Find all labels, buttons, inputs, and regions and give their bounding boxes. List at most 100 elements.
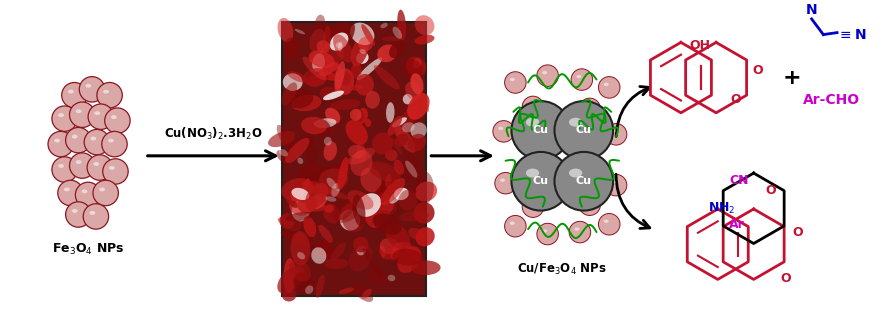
Ellipse shape: [75, 160, 82, 164]
Ellipse shape: [410, 73, 423, 95]
Ellipse shape: [324, 205, 333, 213]
Ellipse shape: [509, 78, 514, 81]
Ellipse shape: [381, 242, 411, 260]
Ellipse shape: [385, 223, 410, 250]
Ellipse shape: [391, 242, 402, 260]
Circle shape: [69, 102, 95, 128]
Ellipse shape: [584, 104, 588, 108]
Ellipse shape: [85, 84, 91, 88]
Ellipse shape: [371, 210, 390, 225]
Circle shape: [52, 106, 77, 131]
Ellipse shape: [330, 99, 360, 110]
Ellipse shape: [276, 125, 298, 155]
Circle shape: [554, 152, 612, 211]
Ellipse shape: [348, 244, 372, 271]
Ellipse shape: [584, 200, 588, 203]
Ellipse shape: [325, 196, 336, 202]
Text: N: N: [804, 3, 817, 17]
Ellipse shape: [279, 213, 294, 229]
Ellipse shape: [395, 106, 417, 137]
Ellipse shape: [314, 241, 333, 258]
Ellipse shape: [308, 193, 327, 209]
Ellipse shape: [356, 246, 365, 255]
Ellipse shape: [372, 178, 401, 203]
Ellipse shape: [338, 42, 342, 51]
Ellipse shape: [355, 74, 374, 96]
Circle shape: [536, 65, 558, 86]
Ellipse shape: [350, 150, 372, 176]
Circle shape: [105, 108, 130, 133]
Ellipse shape: [297, 164, 323, 186]
Circle shape: [504, 72, 525, 93]
Ellipse shape: [323, 91, 344, 100]
Ellipse shape: [338, 72, 351, 86]
Ellipse shape: [394, 126, 416, 153]
Text: OH: OH: [688, 39, 710, 52]
Ellipse shape: [415, 15, 434, 35]
Ellipse shape: [392, 249, 422, 266]
Ellipse shape: [334, 64, 344, 97]
Ellipse shape: [346, 120, 368, 145]
Ellipse shape: [421, 100, 429, 112]
Ellipse shape: [291, 231, 310, 266]
Ellipse shape: [283, 73, 302, 91]
Ellipse shape: [361, 289, 371, 299]
Ellipse shape: [330, 33, 348, 51]
Ellipse shape: [365, 91, 379, 109]
Ellipse shape: [268, 131, 295, 147]
Circle shape: [569, 221, 590, 243]
Ellipse shape: [82, 189, 88, 193]
Ellipse shape: [413, 202, 434, 224]
Ellipse shape: [277, 18, 293, 42]
Ellipse shape: [312, 53, 324, 72]
Ellipse shape: [93, 162, 99, 166]
Ellipse shape: [349, 109, 361, 121]
Circle shape: [511, 152, 570, 211]
Bar: [282, 22, 426, 296]
Ellipse shape: [408, 228, 424, 240]
Circle shape: [52, 157, 77, 182]
Ellipse shape: [576, 75, 580, 78]
Ellipse shape: [541, 230, 547, 233]
Ellipse shape: [336, 42, 342, 48]
Ellipse shape: [306, 165, 337, 182]
Ellipse shape: [333, 199, 361, 223]
Ellipse shape: [408, 141, 423, 154]
Ellipse shape: [385, 174, 391, 188]
Ellipse shape: [500, 179, 504, 182]
Ellipse shape: [603, 83, 608, 86]
Ellipse shape: [387, 116, 401, 136]
Circle shape: [97, 82, 122, 108]
Ellipse shape: [356, 108, 368, 124]
Ellipse shape: [320, 87, 337, 100]
Circle shape: [83, 204, 108, 229]
Text: Cu(NO$_3$)$_2$.3H$_2$O: Cu(NO$_3$)$_2$.3H$_2$O: [164, 126, 262, 142]
Ellipse shape: [356, 142, 366, 163]
Ellipse shape: [99, 188, 105, 191]
Ellipse shape: [369, 161, 400, 182]
Ellipse shape: [318, 225, 332, 243]
Ellipse shape: [527, 202, 532, 205]
Ellipse shape: [94, 111, 100, 115]
Ellipse shape: [387, 275, 395, 281]
Ellipse shape: [89, 211, 95, 215]
Ellipse shape: [402, 59, 422, 80]
Ellipse shape: [379, 238, 399, 254]
Circle shape: [554, 101, 612, 160]
Ellipse shape: [54, 139, 60, 142]
Circle shape: [58, 180, 83, 206]
Ellipse shape: [72, 135, 78, 138]
Ellipse shape: [415, 182, 437, 202]
Ellipse shape: [277, 217, 292, 225]
Ellipse shape: [325, 108, 340, 124]
Ellipse shape: [314, 118, 336, 128]
Ellipse shape: [356, 193, 381, 217]
Ellipse shape: [389, 191, 401, 204]
Ellipse shape: [527, 102, 532, 105]
Ellipse shape: [306, 146, 317, 163]
Text: $\equiv$N: $\equiv$N: [836, 28, 866, 42]
Ellipse shape: [294, 29, 305, 34]
Circle shape: [87, 155, 113, 180]
Ellipse shape: [315, 274, 324, 298]
Ellipse shape: [302, 179, 309, 193]
